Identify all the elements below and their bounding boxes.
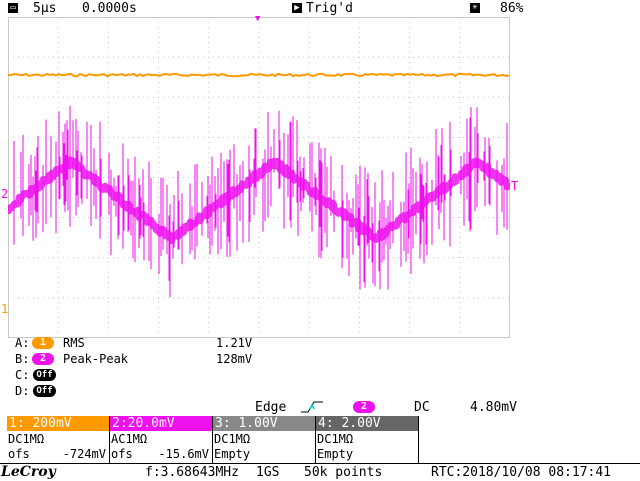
measure-d-off-badge[interactable]: Off — [33, 385, 56, 397]
channel-2-coupling: AC1MΩ — [111, 432, 148, 446]
record-length: 50k points — [304, 465, 383, 480]
trigger-source-badge[interactable]: 2 — [353, 401, 375, 413]
channel-3-coupling: DC1MΩ — [214, 432, 251, 446]
channel-4-scale[interactable]: 4: 2.00V — [316, 416, 418, 431]
channel-3-offset-label: Empty — [214, 447, 251, 461]
run-state-icon: ▶ — [292, 3, 302, 13]
bottom-status-bar: LeCroy f:3.68643MHz 1GS 50k points RTC:2… — [0, 463, 640, 481]
measure-a-slot: A: — [15, 336, 30, 350]
ch2-waveform — [8, 156, 510, 245]
channel-2-scale[interactable]: 2:20.0mV — [110, 416, 212, 431]
channel-4-coupling: DC1MΩ — [317, 432, 354, 446]
measure-a-name: RMS — [63, 336, 85, 350]
channel-3-panel[interactable]: 3: 1.00V DC1MΩ Empty — [213, 416, 316, 464]
channel-2-offset-label: ofs — [111, 447, 133, 461]
trigger-level-marker[interactable]: T — [511, 179, 519, 193]
waveform-display[interactable] — [8, 17, 510, 338]
channel-1-coupling: DC1MΩ — [8, 432, 45, 446]
delay-value[interactable]: 0.0000s — [82, 1, 137, 16]
channel-3-scale[interactable]: 3: 1.00V — [213, 416, 315, 431]
real-time-clock: RTC:2018/10/08 08:17:41 — [431, 465, 612, 480]
measure-d-slot: D: — [15, 384, 30, 398]
measure-c-slot: C: — [15, 368, 30, 382]
measure-b-slot: B: — [15, 352, 30, 366]
measure-b-channel-badge[interactable]: 2 — [32, 353, 54, 365]
frequency-readout: f:3.68643MHz — [145, 465, 239, 480]
timebase-icon: ▭ — [8, 3, 18, 13]
measure-a-channel-badge[interactable]: 1 — [32, 337, 54, 349]
measure-b-name: Peak-Peak — [63, 352, 129, 366]
ch2-ground-marker[interactable]: 2 — [1, 187, 9, 201]
brightness-value[interactable]: 86% — [500, 1, 524, 16]
channel-1-offset-label: ofs — [8, 447, 30, 461]
trigger-state: Trig'd — [306, 1, 353, 16]
ch1-ground-marker[interactable]: 1 — [1, 302, 9, 316]
trigger-type: Edge — [255, 400, 287, 415]
sample-rate: 1GS — [256, 465, 280, 480]
channel-4-panel[interactable]: 4: 2.00V DC1MΩ Empty — [316, 416, 419, 464]
channel-4-offset-label: Empty — [317, 447, 354, 461]
channel-2-panel[interactable]: 2:20.0mV AC1MΩ ofs -15.6mV — [110, 416, 213, 464]
top-status-bar: ▭ 5µs 0.0000s ▶ Trig'd ☀ 86% — [0, 0, 640, 17]
channel-1-offset: -724mV — [62, 447, 106, 461]
channel-2-offset: -15.6mV — [158, 447, 209, 461]
channel-1-panel[interactable]: 1: 200mV DC1MΩ ofs -724mV — [7, 416, 110, 464]
channel-1-scale[interactable]: 1: 200mV — [7, 416, 109, 431]
trigger-position-marker[interactable]: ▼ — [255, 14, 261, 24]
ch1-waveform — [8, 72, 510, 78]
brightness-icon: ☀ — [470, 3, 480, 13]
timebase-value[interactable]: 5µs — [33, 1, 57, 16]
trigger-level: 4.80mV — [470, 400, 517, 415]
measure-b-value: 128mV — [216, 352, 253, 366]
measure-a-value: 1.21V — [216, 336, 253, 350]
rising-edge-icon — [301, 401, 323, 413]
brand-logo: LeCroy — [1, 464, 56, 480]
measure-c-off-badge[interactable]: Off — [33, 369, 56, 381]
trigger-coupling: DC — [414, 400, 430, 415]
